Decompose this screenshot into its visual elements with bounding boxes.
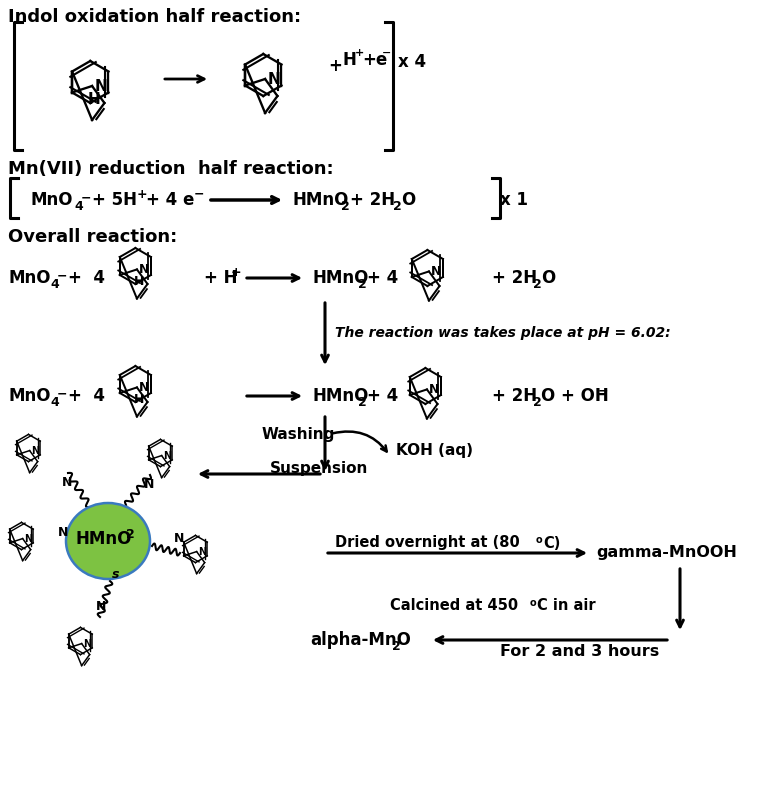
Text: MnO: MnO: [8, 387, 51, 405]
Text: −: −: [382, 48, 392, 58]
Text: H: H: [134, 274, 144, 288]
Text: +  4: + 4: [68, 269, 105, 287]
Text: Indol oxidation half reaction:: Indol oxidation half reaction:: [8, 8, 301, 26]
Text: N: N: [198, 546, 206, 556]
Text: Washing: Washing: [262, 427, 336, 442]
Text: N: N: [163, 450, 171, 461]
Text: HMnO: HMnO: [76, 530, 132, 548]
Text: + 5H: + 5H: [92, 191, 137, 209]
Text: C): C): [543, 535, 561, 550]
Text: HMnO: HMnO: [293, 191, 349, 209]
Text: O + OH: O + OH: [541, 387, 609, 405]
Text: H: H: [134, 393, 144, 406]
Text: x 1: x 1: [500, 191, 528, 209]
Text: C in air: C in air: [537, 598, 596, 614]
Text: For 2 and 3 hours: For 2 and 3 hours: [500, 645, 659, 659]
Text: N: N: [139, 263, 149, 276]
Text: MnO: MnO: [30, 191, 72, 209]
Text: HMnO: HMnO: [312, 269, 369, 287]
Text: Dried overnight at (80: Dried overnight at (80: [335, 535, 525, 550]
Text: Mn(VII) reduction  half reaction:: Mn(VII) reduction half reaction:: [8, 160, 333, 178]
Text: 2: 2: [358, 395, 367, 409]
Text: N: N: [31, 446, 39, 456]
Text: 2: 2: [533, 277, 541, 291]
Text: 4: 4: [74, 200, 83, 212]
Text: O: O: [401, 191, 415, 209]
Text: −: −: [194, 188, 204, 200]
Text: H: H: [342, 51, 356, 69]
Text: H: H: [88, 92, 101, 107]
Text: 2: 2: [358, 277, 367, 291]
Text: + 2H: + 2H: [492, 269, 537, 287]
Text: 2: 2: [341, 200, 349, 212]
Text: N: N: [58, 527, 68, 539]
Text: o: o: [536, 535, 543, 545]
Text: Suspension: Suspension: [270, 461, 369, 476]
Text: HMnO: HMnO: [312, 387, 369, 405]
Text: N: N: [144, 479, 154, 491]
Text: −: −: [598, 384, 608, 398]
Text: N: N: [174, 532, 184, 545]
Text: N: N: [429, 383, 439, 396]
Text: N: N: [62, 476, 72, 490]
Text: + 2H: + 2H: [492, 387, 537, 405]
Text: 2: 2: [392, 640, 401, 652]
Text: −: −: [57, 387, 68, 401]
Text: Overall reaction:: Overall reaction:: [8, 228, 177, 246]
Text: +: +: [328, 57, 342, 75]
Text: The reaction was takes place at pH = 6.02:: The reaction was takes place at pH = 6.0…: [335, 326, 670, 340]
Text: + 4: + 4: [367, 269, 399, 287]
Text: + 4 e: + 4 e: [146, 191, 194, 209]
Text: x 4: x 4: [398, 53, 426, 71]
Text: alpha-MnO: alpha-MnO: [310, 631, 411, 649]
Text: + 2H: + 2H: [350, 191, 395, 209]
Text: +e: +e: [362, 51, 387, 69]
Text: KOH (aq): KOH (aq): [396, 443, 473, 458]
Text: N: N: [267, 72, 280, 86]
Text: +: +: [137, 188, 147, 200]
Text: N: N: [431, 265, 441, 278]
Text: −: −: [81, 192, 91, 204]
Text: 4: 4: [50, 395, 58, 409]
Text: 2: 2: [393, 200, 402, 212]
Text: MnO: MnO: [8, 269, 51, 287]
Text: −: −: [57, 270, 68, 282]
Text: gamma-MnOOH: gamma-MnOOH: [596, 545, 737, 560]
Text: + 4: + 4: [367, 387, 399, 405]
Text: N: N: [94, 79, 107, 94]
Text: N: N: [96, 601, 107, 614]
Text: N: N: [139, 381, 149, 394]
Text: +  4: + 4: [68, 387, 105, 405]
Text: s: s: [112, 567, 120, 581]
Text: N: N: [24, 534, 32, 544]
Text: + H: + H: [204, 269, 237, 287]
Text: 2: 2: [533, 395, 541, 409]
Ellipse shape: [66, 503, 150, 579]
Text: +: +: [231, 266, 242, 278]
Text: O: O: [541, 269, 555, 287]
Text: Calcined at 450: Calcined at 450: [390, 598, 523, 614]
Text: +: +: [355, 48, 364, 58]
Text: o: o: [530, 598, 537, 608]
Text: 2: 2: [126, 527, 134, 541]
Text: N: N: [83, 638, 91, 648]
Text: 4: 4: [50, 277, 58, 291]
